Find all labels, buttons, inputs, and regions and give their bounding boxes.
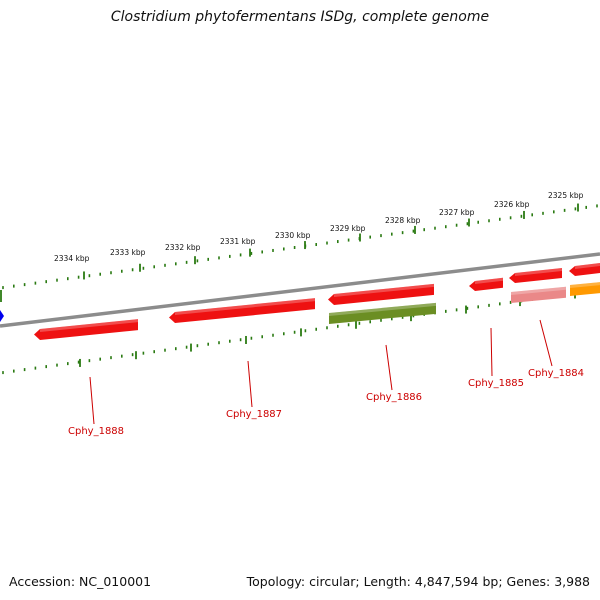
gene-arrow[interactable] xyxy=(511,286,566,303)
genome-backbone xyxy=(0,252,600,328)
gene-arrow[interactable] xyxy=(34,319,138,340)
scale-label: 2333 kbp xyxy=(110,248,146,257)
map-title: Clostridium phytofermentans ISDg, comple… xyxy=(110,9,490,25)
gene-label: Cphy_1888 xyxy=(68,426,124,437)
scale-label: 2327 kbp xyxy=(439,208,475,217)
scale-labels: 2334 kbp 2333 kbp 2332 kbp 2331 kbp 2330 kbp… xyxy=(54,191,584,263)
gene-label: Cphy_1886 xyxy=(366,392,422,403)
gene-highlight xyxy=(175,298,315,315)
gene-highlight xyxy=(570,282,600,288)
gene-arrow[interactable] xyxy=(328,283,434,305)
gene-highlight xyxy=(515,267,562,276)
gene-highlight xyxy=(475,277,503,284)
leader-line xyxy=(385,344,393,391)
gene-highlight xyxy=(575,263,600,269)
gene-highlight xyxy=(511,286,566,295)
gene-arrow[interactable] xyxy=(569,263,600,276)
scale-label: 2325 kbp xyxy=(548,191,584,200)
scale-label: 2326 kbp xyxy=(494,200,530,209)
leader-line xyxy=(247,360,253,408)
gene-label: Cphy_1887 xyxy=(226,409,282,420)
gene-labels: Cphy_1888 Cphy_1887 Cphy_1886 Cphy_1885 Cphy… xyxy=(68,368,584,437)
gene-arrow[interactable] xyxy=(570,282,600,296)
gene-label: Cphy_1885 xyxy=(468,378,524,389)
gene-arrow[interactable] xyxy=(329,302,436,324)
gene-highlight xyxy=(334,283,434,297)
scale-label: 2331 kbp xyxy=(220,237,256,246)
position-marker-icon xyxy=(0,310,4,322)
leader-line xyxy=(89,376,95,425)
gene-features[interactable] xyxy=(34,263,600,340)
scale-label: 2330 kbp xyxy=(275,231,311,240)
gene-arrow[interactable] xyxy=(469,277,503,291)
scale-label: 2328 kbp xyxy=(385,216,421,225)
gene-arrow[interactable] xyxy=(169,298,315,323)
leader-line xyxy=(490,327,493,377)
gene-highlight xyxy=(329,302,436,316)
gene-highlight xyxy=(40,319,138,332)
leader-line xyxy=(539,319,553,367)
gene-label: Cphy_1884 xyxy=(528,368,584,379)
accession-text: Accession: NC_010001 xyxy=(9,574,152,589)
genome-summary-text: Topology: circular; Length: 4,847,594 bp… xyxy=(246,574,590,589)
outer-scale-ticks xyxy=(0,203,598,302)
scale-label: 2332 kbp xyxy=(165,243,201,252)
scale-label: 2334 kbp xyxy=(54,254,90,263)
gene-arrow[interactable] xyxy=(509,267,562,283)
label-leader-lines xyxy=(89,319,553,425)
scale-label: 2329 kbp xyxy=(330,224,366,233)
